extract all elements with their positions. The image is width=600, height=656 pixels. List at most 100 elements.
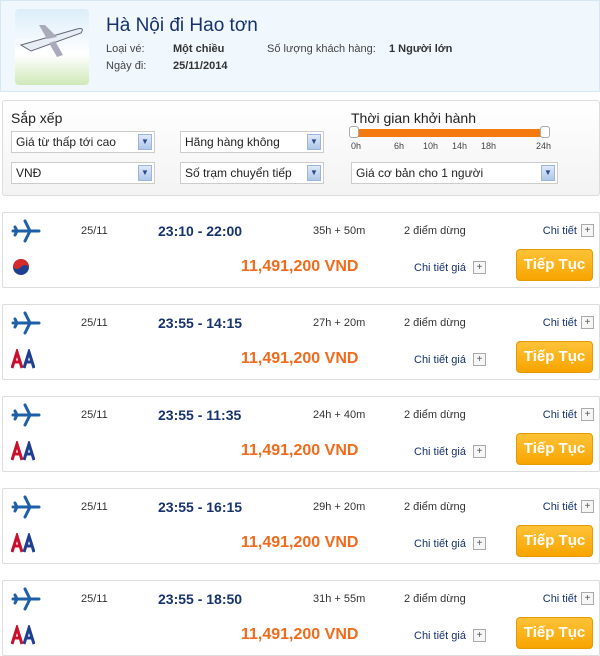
detail-link[interactable]: Chi tiết: [542, 409, 577, 421]
ticket-type-value: Một chiều: [173, 43, 225, 55]
expand-detail-button[interactable]: +: [581, 408, 594, 421]
flight-time: 23:55 - 18:50: [158, 591, 243, 607]
flight-date: 25/11: [81, 225, 108, 237]
detail-link[interactable]: Chi tiết: [542, 317, 577, 329]
flight-date: 25/11: [81, 409, 108, 421]
flight-time: 23:55 - 11:35: [158, 407, 242, 423]
flight-stops: 2 điểm dừng: [404, 225, 466, 237]
airplane-icon: [11, 311, 41, 335]
currency-select-value: VNĐ: [16, 166, 42, 180]
chevron-down-icon: ▼: [307, 134, 321, 150]
time-tick: 18h: [481, 141, 497, 151]
date-label: Ngày đi:: [106, 60, 147, 72]
price-basis-select[interactable]: Giá cơ bản cho 1 người ▼: [351, 162, 558, 184]
flight-price: 11,491,200 VND: [241, 442, 359, 459]
time-tick: 10h: [423, 141, 439, 151]
chevron-down-icon: ▼: [541, 165, 555, 181]
detail-link[interactable]: Chi tiết: [542, 593, 577, 605]
airplane-image: [15, 9, 89, 85]
stops-select-value: Số trạm chuyển tiếp: [185, 166, 292, 180]
detail-link[interactable]: Chi tiết: [542, 501, 577, 513]
ticket-type-label: Loại vé:: [106, 43, 145, 55]
sort-select[interactable]: Giá từ thấp tới cao ▼: [11, 131, 155, 153]
continue-button[interactable]: Tiếp Tục: [516, 433, 593, 465]
flight-duration: 35h + 50m: [313, 225, 366, 237]
price-detail-link[interactable]: Chi tiết giá: [414, 262, 466, 274]
stops-select[interactable]: Số trạm chuyển tiếp ▼: [180, 162, 324, 184]
time-tick: 0h: [351, 141, 362, 151]
price-basis-value: Giá cơ bản cho 1 người: [356, 166, 484, 180]
time-tick: 6h: [394, 141, 405, 151]
flight-time: 23:55 - 16:15: [158, 499, 243, 515]
flight-stops: 2 điểm dừng: [404, 317, 466, 329]
detail-link[interactable]: Chi tiết: [542, 225, 577, 237]
flight-duration: 29h + 20m: [313, 501, 366, 513]
flight-price: 11,491,200 VND: [241, 350, 359, 367]
flight-result-card: 25/11 23:55 - 18:50 31h + 55m 2 điểm dừn…: [2, 580, 600, 656]
expand-detail-button[interactable]: +: [581, 316, 594, 329]
american-airlines-logo: [10, 622, 36, 645]
flight-stops: 2 điểm dừng: [404, 593, 466, 605]
flight-duration: 27h + 20m: [313, 317, 366, 329]
price-detail-link[interactable]: Chi tiết giá: [414, 354, 466, 366]
flight-result-card: 25/11 23:10 - 22:00 35h + 50m 2 điểm dừn…: [2, 212, 600, 288]
slider-max-handle[interactable]: [540, 126, 550, 138]
flight-date: 25/11: [81, 501, 108, 513]
expand-detail-button[interactable]: +: [581, 224, 594, 237]
american-airlines-logo: [10, 346, 36, 369]
airline-select-value: Hãng hàng không: [185, 135, 280, 149]
expand-price-detail-button[interactable]: +: [473, 353, 486, 366]
expand-detail-button[interactable]: +: [581, 592, 594, 605]
continue-button[interactable]: Tiếp Tục: [516, 249, 593, 281]
continue-button[interactable]: Tiếp Tục: [516, 341, 593, 373]
flight-time: 23:10 - 22:00: [158, 223, 243, 239]
airplane-icon: [11, 403, 41, 427]
sort-title: Sắp xếp: [11, 110, 63, 126]
flight-stops: 2 điểm dừng: [404, 409, 466, 421]
expand-detail-button[interactable]: +: [581, 500, 594, 513]
passengers-label: Số lượng khách hàng:: [267, 43, 376, 55]
flight-price: 11,491,200 VND: [241, 626, 359, 643]
flight-result-card: 25/11 23:55 - 14:15 27h + 20m 2 điểm dừn…: [2, 304, 600, 380]
slider-min-handle[interactable]: [349, 126, 359, 138]
price-detail-link[interactable]: Chi tiết giá: [414, 446, 466, 458]
expand-price-detail-button[interactable]: +: [473, 445, 486, 458]
american-airlines-logo: [10, 530, 36, 553]
expand-price-detail-button[interactable]: +: [473, 261, 486, 274]
search-summary-header: Hà Nội đi Hao tơn Loại vé: Một chiều Số …: [0, 0, 600, 92]
flight-price: 11,491,200 VND: [241, 534, 359, 551]
flight-duration: 31h + 55m: [313, 593, 366, 605]
expand-price-detail-button[interactable]: +: [473, 537, 486, 550]
flight-price: 11,491,200 VND: [241, 258, 359, 275]
passengers-value: 1 Người lớn: [389, 43, 453, 55]
american-airlines-logo: [10, 438, 36, 461]
continue-button[interactable]: Tiếp Tục: [516, 617, 593, 649]
expand-price-detail-button[interactable]: +: [473, 629, 486, 642]
departure-time-slider[interactable]: [349, 126, 550, 138]
chevron-down-icon: ▼: [307, 165, 321, 181]
chevron-down-icon: ▼: [138, 165, 152, 181]
time-tick: 24h: [536, 141, 552, 151]
airline-select[interactable]: Hãng hàng không ▼: [180, 131, 324, 153]
continue-button[interactable]: Tiếp Tục: [516, 525, 593, 557]
flight-result-card: 25/11 23:55 - 16:15 29h + 20m 2 điểm dừn…: [2, 488, 600, 564]
flight-date: 25/11: [81, 317, 108, 329]
flight-time: 23:55 - 14:15: [158, 315, 243, 331]
currency-select[interactable]: VNĐ ▼: [11, 162, 155, 184]
chevron-down-icon: ▼: [138, 134, 152, 150]
price-detail-link[interactable]: Chi tiết giá: [414, 538, 466, 550]
korean-air-logo: [11, 257, 31, 277]
flight-stops: 2 điểm dừng: [404, 501, 466, 513]
sort-select-value: Giá từ thấp tới cao: [16, 135, 116, 149]
date-value: 25/11/2014: [173, 60, 228, 72]
airplane-icon: [11, 495, 41, 519]
flight-duration: 24h + 40m: [313, 409, 366, 421]
flight-date: 25/11: [81, 593, 108, 605]
time-tick: 14h: [452, 141, 468, 151]
airplane-icon: [11, 219, 41, 243]
price-detail-link[interactable]: Chi tiết giá: [414, 630, 466, 642]
flight-result-card: 25/11 23:55 - 11:35 24h + 40m 2 điểm dừn…: [2, 396, 600, 472]
airplane-icon: [11, 587, 41, 611]
departure-time-title: Thời gian khởi hành: [351, 110, 476, 126]
page-title: Hà Nội đi Hao tơn: [106, 15, 258, 36]
